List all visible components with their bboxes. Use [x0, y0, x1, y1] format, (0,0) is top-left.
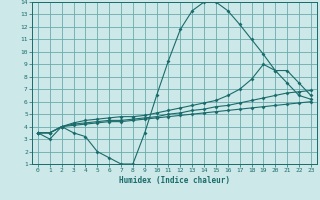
- X-axis label: Humidex (Indice chaleur): Humidex (Indice chaleur): [119, 176, 230, 185]
